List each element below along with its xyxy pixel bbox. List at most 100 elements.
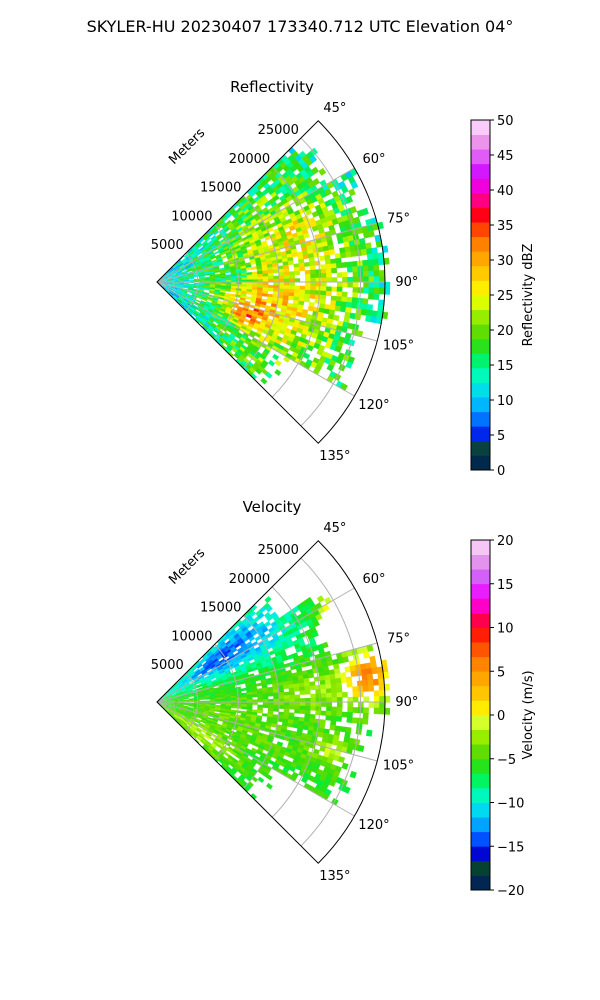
reflectivity-field-cell bbox=[271, 345, 279, 352]
reflectivity-field-cell bbox=[200, 300, 207, 304]
reflectivity-field-cell bbox=[233, 213, 240, 219]
reflectivity-field-cell bbox=[363, 282, 369, 289]
velocity-field-cell bbox=[249, 770, 256, 777]
reflectivity-field-cell bbox=[161, 285, 166, 289]
reflectivity-field-cell bbox=[273, 288, 279, 292]
reflectivity-field-cell bbox=[252, 287, 258, 291]
velocity-field-cell bbox=[246, 697, 253, 700]
velocity-colorbar-tick-label: −15 bbox=[497, 840, 524, 855]
reflectivity-field-cell bbox=[329, 213, 338, 221]
velocity-field-cell bbox=[274, 639, 282, 646]
reflectivity-field-cell bbox=[320, 236, 328, 243]
velocity-field-cell bbox=[174, 686, 180, 691]
velocity-field-cell bbox=[326, 702, 332, 707]
reflectivity-field-cell bbox=[274, 339, 282, 345]
reflectivity-field-cell bbox=[384, 288, 391, 295]
velocity-field-cell bbox=[180, 712, 187, 716]
reflectivity-field-cell bbox=[298, 360, 307, 368]
reflectivity-field-cell bbox=[305, 278, 311, 283]
velocity-field-cell bbox=[181, 712, 187, 716]
reflectivity-field-cell bbox=[188, 309, 194, 315]
velocity-field-cell bbox=[332, 658, 339, 665]
velocity-field-cell bbox=[185, 725, 191, 730]
velocity-field-cell bbox=[306, 733, 313, 740]
reflectivity-field-cell bbox=[241, 272, 247, 276]
reflectivity-field-cell bbox=[246, 277, 253, 280]
reflectivity-field-cell bbox=[259, 334, 266, 341]
velocity-field-cell bbox=[208, 661, 215, 667]
velocity-field-cell bbox=[222, 721, 229, 726]
reflectivity-field-cell bbox=[176, 289, 183, 292]
reflectivity-field-cell bbox=[183, 277, 189, 280]
reflectivity-field-cell bbox=[193, 311, 200, 316]
velocity-field-cell bbox=[373, 707, 380, 715]
velocity-field-cell bbox=[252, 730, 259, 736]
reflectivity-field-cell bbox=[218, 330, 225, 336]
velocity-field-cell bbox=[324, 674, 331, 681]
reflectivity-field-cell bbox=[255, 329, 263, 336]
velocity-field-cell bbox=[166, 705, 173, 709]
reflectivity-field-cell bbox=[205, 245, 211, 251]
reflectivity-field-cell bbox=[294, 278, 301, 283]
velocity-field-cell bbox=[246, 706, 253, 710]
velocity-field-cell bbox=[227, 771, 234, 778]
velocity-field-cell bbox=[221, 725, 228, 729]
reflectivity-field-cell bbox=[343, 316, 350, 324]
reflectivity-field-cell bbox=[187, 310, 193, 316]
velocity-field-cell bbox=[203, 726, 210, 731]
velocity-field-cell bbox=[183, 696, 189, 698]
velocity-field-cell bbox=[234, 642, 241, 649]
velocity-field-cell bbox=[336, 697, 343, 703]
velocity-field-cell bbox=[195, 681, 201, 685]
velocity-field-cell bbox=[191, 673, 197, 679]
reflectivity-field-cell bbox=[202, 241, 208, 247]
reflectivity-field-cell bbox=[239, 243, 246, 248]
reflectivity-field-cell bbox=[259, 195, 267, 202]
velocity-field-cell bbox=[161, 703, 168, 707]
reflectivity-field-cell bbox=[246, 286, 253, 290]
velocity-field-cell bbox=[315, 706, 322, 711]
velocity-field-cell bbox=[273, 692, 279, 697]
reflectivity-field-cell bbox=[171, 287, 178, 290]
reflectivity-field-cell bbox=[295, 311, 303, 318]
reflectivity-field-cell bbox=[224, 249, 231, 254]
velocity-field-cell bbox=[252, 694, 258, 698]
velocity-field-cell bbox=[325, 710, 332, 717]
velocity-field-cell bbox=[266, 738, 274, 743]
velocity-field-cell bbox=[200, 659, 206, 665]
reflectivity-field-cell bbox=[342, 321, 349, 329]
velocity-field-cell bbox=[221, 677, 228, 681]
velocity-field-cell bbox=[235, 690, 242, 694]
velocity-field-cell bbox=[287, 641, 295, 648]
velocity-field-cell bbox=[180, 686, 186, 690]
reflectivity-field-cell bbox=[285, 352, 293, 360]
reflectivity-field-cell bbox=[347, 235, 355, 242]
velocity-field-cell bbox=[189, 718, 195, 723]
reflectivity-field-cell bbox=[168, 267, 173, 272]
velocity-field-cell bbox=[178, 704, 184, 706]
velocity-field-cell bbox=[373, 702, 380, 709]
velocity-field-cell bbox=[213, 687, 220, 690]
reflectivity-field-cell bbox=[228, 314, 235, 319]
reflectivity-field-cell bbox=[194, 318, 200, 324]
reflectivity-field-cell bbox=[209, 275, 216, 278]
velocity-field-cell bbox=[230, 709, 237, 713]
reflectivity-field-cell bbox=[326, 277, 332, 283]
velocity-field-cell bbox=[236, 637, 244, 644]
velocity-field-cell bbox=[181, 722, 186, 727]
velocity-field-cell bbox=[239, 766, 246, 773]
reflectivity-field-cell bbox=[323, 308, 330, 315]
reflectivity-field-cell bbox=[275, 252, 282, 257]
velocity-field-cell bbox=[221, 755, 228, 761]
velocity-field-cell bbox=[167, 699, 173, 701]
velocity-field-cell bbox=[192, 675, 198, 680]
reflectivity-field-cell bbox=[256, 244, 264, 250]
velocity-field-cell bbox=[194, 679, 200, 683]
reflectivity-field-cell bbox=[190, 263, 196, 267]
reflectivity-field-cell bbox=[298, 262, 305, 268]
velocity-field-cell bbox=[243, 769, 250, 776]
reflectivity-field-cell bbox=[277, 225, 285, 232]
velocity-field-cell bbox=[213, 739, 220, 745]
reflectivity-field-cell bbox=[209, 325, 215, 331]
reflectivity-field-cell bbox=[277, 344, 285, 351]
